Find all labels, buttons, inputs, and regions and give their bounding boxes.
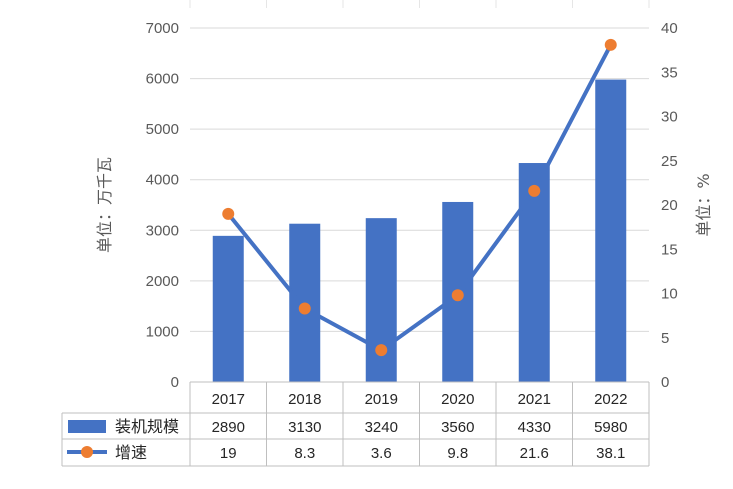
line-value-label: 9.8 (447, 445, 468, 462)
legend-line-marker (81, 446, 93, 458)
right-tick-label: 30 (661, 109, 678, 126)
line-value-label: 19 (220, 445, 237, 462)
right-tick-label: 20 (661, 197, 678, 214)
left-tick-label: 6000 (146, 71, 179, 88)
left-tick-label: 0 (171, 374, 179, 391)
line-point (222, 207, 235, 220)
category-label: 2017 (212, 391, 245, 408)
left-tick-label: 3000 (146, 222, 179, 239)
bar-series (212, 79, 627, 382)
legend-line-label: 增速 (115, 443, 147, 462)
category-label: 2022 (594, 391, 627, 408)
category-label: 2020 (441, 391, 474, 408)
data-table: 2017 2890 19 2018 3130 8.3 2019 3240 3.6 2020 3560… (61, 381, 650, 467)
bar (212, 235, 244, 382)
gridlines (189, 0, 650, 383)
left-tick-label: 1000 (146, 323, 179, 340)
left-tick-label: 5000 (146, 121, 179, 138)
line-point (528, 184, 541, 197)
bar-value-label: 4330 (518, 419, 551, 436)
left-tick-label: 7000 (146, 20, 179, 37)
bar-value-label: 2890 (212, 419, 245, 436)
left-tick-label: 2000 (146, 273, 179, 290)
bar-value-label: 5980 (594, 419, 627, 436)
right-tick-label: 15 (661, 241, 678, 258)
category-label: 2019 (365, 391, 398, 408)
right-axis-ticks: 0 5 10 15 20 25 30 35 40 (661, 20, 678, 391)
left-tick-label: 4000 (146, 172, 179, 189)
right-tick-label: 25 (661, 153, 678, 170)
bar-value-label: 3130 (288, 419, 321, 436)
line-point (604, 38, 617, 51)
line-point (451, 289, 464, 302)
line-value-label: 8.3 (294, 445, 315, 462)
left-axis-ticks: 0 1000 2000 3000 4000 5000 6000 7000 (146, 20, 179, 391)
category-label: 2018 (288, 391, 321, 408)
right-tick-label: 40 (661, 20, 678, 37)
line-series (222, 38, 617, 357)
right-tick-label: 5 (661, 330, 669, 347)
right-tick-label: 0 (661, 374, 669, 391)
right-axis-title: 单位：% (694, 173, 713, 236)
line-point (298, 302, 311, 315)
line-value-label: 21.6 (520, 445, 549, 462)
left-axis-title: 单位：万千瓦 (95, 157, 114, 253)
legend-bar-swatch (68, 420, 106, 433)
bar (595, 79, 627, 382)
category-label: 2021 (518, 391, 551, 408)
right-tick-label: 35 (661, 64, 678, 81)
legend-bar-label: 装机规模 (115, 417, 179, 436)
right-tick-label: 10 (661, 286, 678, 303)
bar (365, 218, 397, 382)
growth-line (226, 42, 613, 353)
bar-value-label: 3560 (441, 419, 474, 436)
line-point (375, 344, 388, 357)
bar-value-label: 3240 (365, 419, 398, 436)
bar (518, 163, 550, 382)
line-value-label: 3.6 (371, 445, 392, 462)
line-value-label: 38.1 (596, 445, 625, 462)
